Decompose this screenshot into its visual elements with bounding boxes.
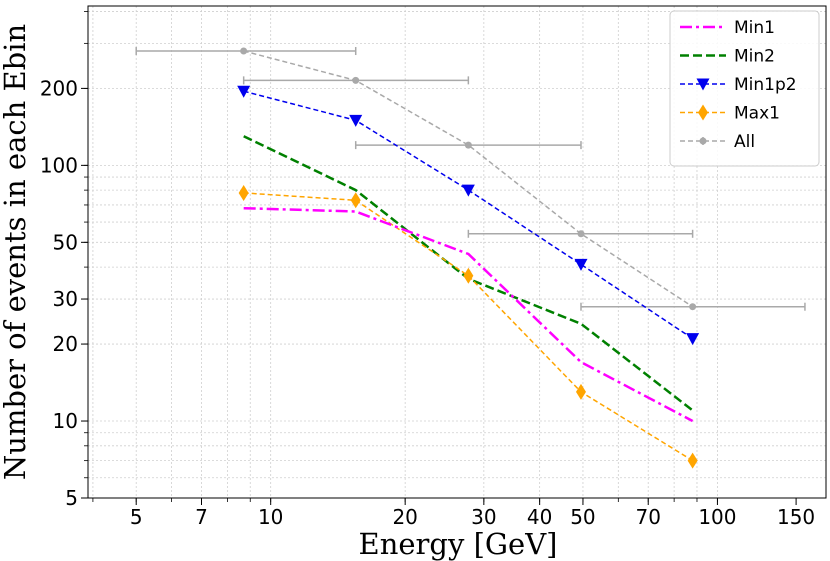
y-tick-labels: 5 10 20 30 50 100 200 (40, 76, 78, 510)
legend-label: Min1 (734, 18, 775, 38)
series-line-max1 (243, 192, 693, 462)
data-point (238, 184, 249, 201)
series-layer (135, 47, 806, 469)
data-point (575, 383, 586, 400)
y-tick-label: 200 (40, 76, 78, 100)
legend-item-min2: Min2 (680, 47, 775, 67)
data-point (463, 267, 474, 284)
data-point (686, 333, 700, 346)
legend-box (669, 10, 820, 167)
x-tick-label: 5 (130, 505, 143, 529)
data-point (352, 76, 360, 84)
y-axis-label: Number of events in each Ebin (0, 24, 32, 480)
series-min1p2 (237, 85, 700, 346)
legend-item-min1: Min1 (680, 18, 775, 38)
data-point (577, 230, 585, 238)
x-tick-label: 40 (527, 505, 552, 529)
data-point (349, 114, 363, 127)
legend-item-max1: Max1 (680, 104, 780, 124)
data-point (350, 192, 361, 209)
y-tick-label: 5 (65, 486, 78, 510)
x-tick-label: 7 (195, 505, 208, 529)
legend-label: All (734, 132, 755, 152)
x-tick-label: 50 (570, 505, 595, 529)
legend: Min1 Min2 Min1p2 Max1 All (669, 10, 820, 167)
series-line-min1 (243, 206, 694, 423)
x-tick-label: 150 (777, 505, 815, 529)
data-point (464, 141, 472, 149)
data-point (240, 47, 248, 55)
legend-marker (696, 78, 710, 91)
x-tick-label: 10 (258, 505, 283, 529)
series-max1 (238, 184, 698, 469)
y-tick-label: 30 (53, 287, 78, 311)
series-min1 (243, 206, 694, 423)
legend-marker (699, 137, 707, 145)
legend-label: Min1p2 (734, 75, 797, 95)
series-all (135, 47, 806, 311)
legend-item-min1p2: Min1p2 (680, 75, 797, 95)
series-line-min1p2 (243, 90, 694, 340)
x-tick-label: 70 (635, 505, 660, 529)
series-line-all (243, 50, 694, 308)
legend-marker (698, 104, 708, 121)
x-tick-label: 100 (698, 505, 736, 529)
tick-marks (81, 11, 797, 505)
x-tick-label: 30 (471, 505, 496, 529)
x-axis-label: Energy [GeV] (359, 527, 558, 561)
y-tick-label: 10 (53, 409, 78, 433)
plot-frame (87, 5, 827, 499)
data-point (237, 85, 251, 98)
data-point (461, 184, 475, 197)
data-point (687, 452, 698, 469)
grid (88, 6, 826, 499)
y-tick-label: 50 (53, 230, 78, 254)
x-tick-labels: 5 7 10 20 30 40 50 70 100 150 (130, 505, 815, 529)
legend-label: Max1 (734, 104, 780, 124)
legend-label: Min2 (734, 47, 775, 67)
legend-item-all: All (680, 132, 755, 152)
y-tick-label: 20 (53, 332, 78, 356)
x-tick-label: 20 (392, 505, 417, 529)
data-point (689, 303, 697, 311)
y-tick-label: 100 (40, 153, 78, 177)
data-point (574, 258, 588, 271)
